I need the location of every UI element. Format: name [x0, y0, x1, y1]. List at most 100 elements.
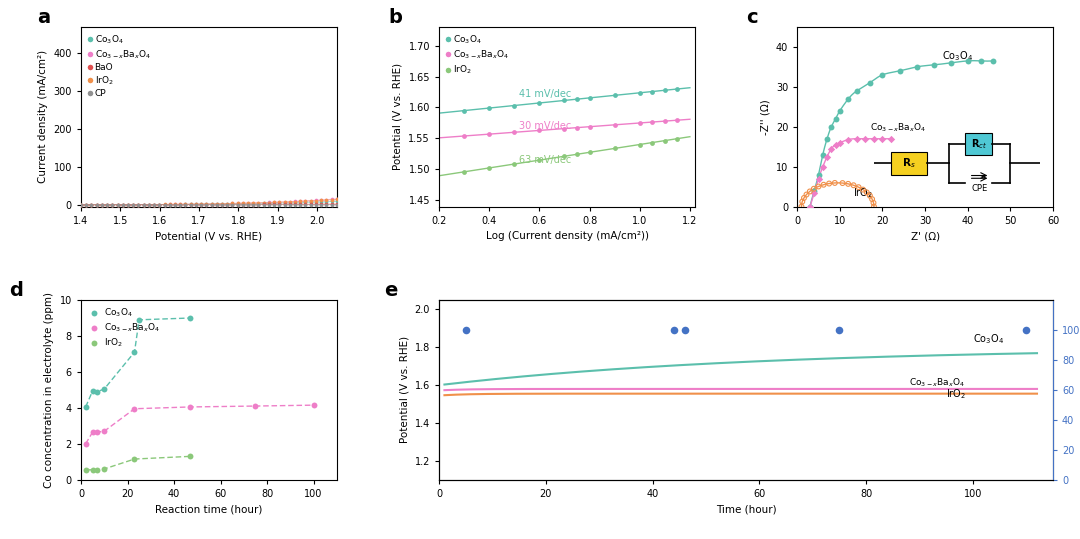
Point [834, 179, 851, 188]
BaO [120, 201, 137, 209]
CP [318, 201, 335, 209]
Co$_{3-x}$Ba$_x$O$_4$ [266, 198, 283, 206]
Point [810, 174, 827, 183]
Co$_{3-x}$Ba$_x$O$_4$ [203, 199, 220, 208]
Point [840, 94, 858, 103]
Point [865, 202, 882, 211]
Co$_3$O$_4$ [140, 201, 158, 209]
CP [192, 201, 210, 209]
IrO$_2$ [530, 156, 548, 164]
IrO$_2$ [214, 199, 231, 208]
Point [823, 144, 840, 153]
Point [815, 181, 833, 189]
BaO [308, 200, 325, 209]
Co$_{3-x}$Ba$_x$O$_4$ [305, 401, 322, 410]
BaO [214, 201, 231, 209]
Co$_{3-x}$Ba$_x$O$_4$ [312, 196, 329, 204]
IrO$_2$ [328, 195, 346, 204]
IrO$_2$ [266, 198, 283, 206]
Co$_3$O$_4$ [78, 201, 95, 209]
Point [793, 202, 810, 211]
Co$_3$O$_4$ [456, 106, 473, 115]
Co$_{3-x}$Ba$_x$O$_4$ [281, 197, 298, 206]
CP [255, 201, 272, 209]
BaO [286, 200, 303, 209]
Co$_3$O$_4$ [214, 200, 231, 209]
Point [864, 195, 881, 203]
BaO [323, 200, 340, 209]
Co$_{3-x}$Ba$_x$O$_4$ [246, 402, 264, 410]
CP [276, 201, 294, 209]
Point [959, 57, 976, 65]
CP [140, 201, 158, 209]
Co$_{3-x}$Ba$_x$O$_4$ [84, 428, 102, 437]
IrO$_2$ [323, 195, 340, 204]
CP [135, 201, 152, 209]
CP [328, 201, 346, 209]
Co$_3$O$_4$ [556, 96, 573, 105]
Point [831, 326, 848, 334]
Point [865, 134, 882, 143]
Co$_3$O$_4$ [286, 198, 303, 207]
BaO [161, 201, 178, 209]
Co$_3$O$_4$ [109, 201, 126, 209]
Point [794, 197, 811, 206]
Co$_3$O$_4$ [297, 198, 314, 206]
Text: d: d [10, 281, 24, 300]
Co$_3$O$_4$ [266, 199, 283, 208]
CP [146, 201, 163, 209]
CP [161, 201, 178, 209]
IrO$_2$ [669, 134, 686, 143]
Point [801, 187, 819, 196]
Co$_{3-x}$Ba$_x$O$_4$ [631, 119, 648, 127]
Co$_{3-x}$Ba$_x$O$_4$ [606, 121, 623, 129]
BaO [177, 201, 194, 209]
Co$_3$O$_4$ [606, 91, 623, 100]
Y-axis label: Potential (V vs. RHE): Potential (V vs. RHE) [400, 336, 409, 444]
Point [827, 114, 845, 123]
CP [292, 201, 309, 209]
IrO$_2$ [229, 199, 246, 208]
Point [845, 181, 862, 190]
Co$_{3-x}$Ba$_x$O$_4$ [83, 201, 100, 209]
Co$_3$O$_4$ [229, 199, 246, 208]
Text: 63 mV/dec: 63 mV/dec [519, 155, 571, 164]
Co$_3$O$_4$ [126, 348, 144, 356]
CP [187, 201, 204, 209]
Co$_3$O$_4$ [249, 199, 267, 208]
Co$_3$O$_4$ [568, 95, 585, 103]
Co$_3$O$_4$ [245, 199, 262, 208]
CP [78, 201, 95, 209]
BaO [312, 200, 329, 209]
IrO$_2$ [234, 199, 252, 208]
IrO$_2$ [172, 200, 189, 209]
Co$_{3-x}$Ba$_x$O$_4$ [89, 428, 106, 437]
Co$_3$O$_4$ [114, 201, 132, 209]
Point [806, 184, 823, 193]
Co$_{3-x}$Ba$_x$O$_4$ [669, 116, 686, 125]
Co$_3$O$_4$ [104, 201, 121, 209]
Legend: Co$_3$O$_4$, Co$_{3-x}$Ba$_x$O$_4$, IrO$_2$: Co$_3$O$_4$, Co$_{3-x}$Ba$_x$O$_4$, IrO$… [85, 305, 162, 351]
BaO [292, 200, 309, 209]
BaO [183, 201, 200, 209]
IrO$_2$ [318, 196, 335, 204]
IrO$_2$ [140, 201, 158, 209]
Co$_3$O$_4$ [271, 199, 288, 208]
BaO [281, 200, 298, 209]
IrO$_2$ [126, 455, 144, 464]
BaO [109, 201, 126, 209]
CP [89, 201, 106, 209]
Co$_{3-x}$Ba$_x$O$_4$ [568, 123, 585, 132]
BaO [151, 201, 168, 209]
Co$_3$O$_4$ [234, 199, 252, 208]
Co$_{3-x}$Ba$_x$O$_4$ [183, 200, 200, 209]
BaO [172, 201, 189, 209]
Co$_{3-x}$Ba$_x$O$_4$ [135, 201, 152, 209]
CP [286, 201, 303, 209]
CP [260, 201, 278, 209]
IrO$_2$ [245, 199, 262, 208]
Co$_3$O$_4$ [89, 388, 106, 396]
BaO [249, 200, 267, 209]
Text: 30 mV/dec: 30 mV/dec [519, 121, 571, 131]
IrO$_2$ [249, 198, 267, 207]
